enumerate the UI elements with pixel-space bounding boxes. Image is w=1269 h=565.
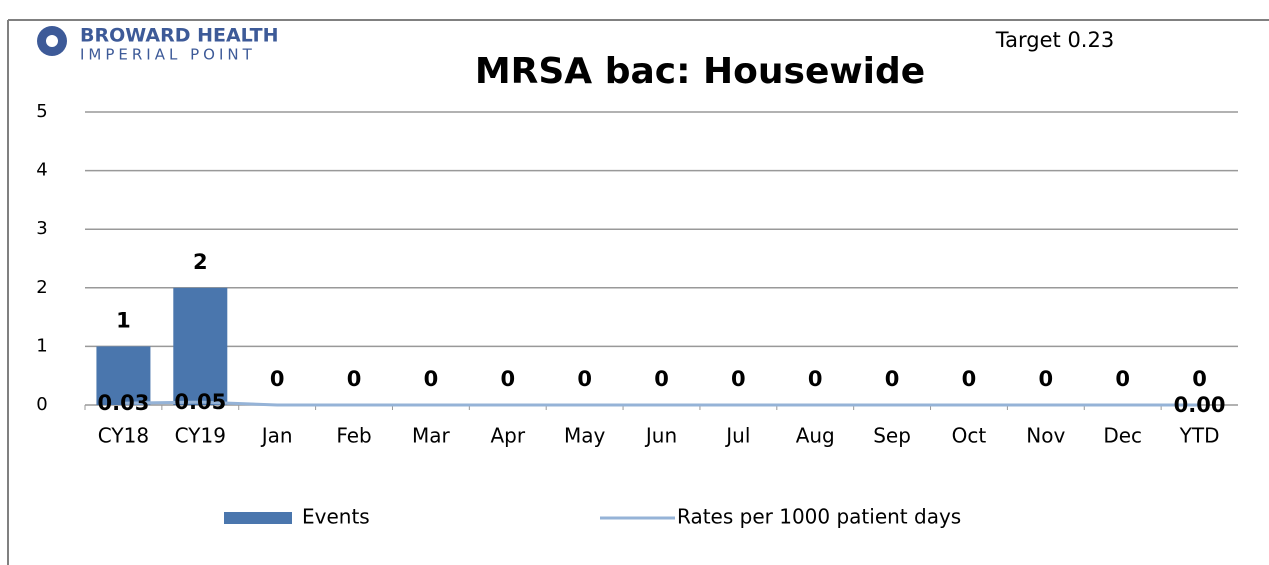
y-tick-label: 4 bbox=[36, 160, 47, 181]
bar-value-label: 0 bbox=[1192, 367, 1207, 391]
x-tick-label: CY19 bbox=[175, 424, 226, 448]
rate-line bbox=[123, 400, 1200, 407]
bar-value-label: 0 bbox=[1039, 367, 1054, 391]
logo-subname: IMPERIAL POINT bbox=[80, 46, 256, 64]
bar-value-label: 0 bbox=[500, 367, 515, 391]
annotation: Target 0.23 bbox=[995, 28, 1114, 52]
bar bbox=[96, 346, 151, 405]
bar-value-label: 0 bbox=[577, 367, 592, 391]
legend-label: Events bbox=[302, 505, 370, 529]
y-tick-label: 5 bbox=[36, 101, 47, 122]
x-tick-label: Jun bbox=[644, 424, 677, 448]
x-tick-label: May bbox=[564, 424, 606, 448]
bar bbox=[173, 287, 228, 405]
x-tick-label: Nov bbox=[1026, 424, 1065, 448]
x-tick-label: YTD bbox=[1179, 424, 1220, 448]
bar-value-label: 0 bbox=[731, 367, 746, 391]
bar-value-label: 0 bbox=[424, 367, 439, 391]
chart-title: MRSA bac: Housewide bbox=[475, 51, 925, 92]
x-tick-label: Feb bbox=[336, 424, 371, 448]
logo-mark-center bbox=[46, 35, 58, 47]
x-tick-label: Aug bbox=[796, 424, 835, 448]
bar-value-label: 2 bbox=[193, 250, 208, 274]
x-tick-label: Mar bbox=[412, 424, 451, 448]
bar-value-label: 1 bbox=[116, 308, 131, 332]
x-tick-label: Jul bbox=[724, 424, 750, 448]
x-tick-label: Sep bbox=[873, 424, 911, 448]
y-tick-label: 1 bbox=[36, 335, 47, 356]
y-tick-label: 0 bbox=[36, 394, 47, 415]
logo-name: BROWARD HEALTH bbox=[80, 25, 279, 47]
x-tick-label: Oct bbox=[952, 424, 987, 448]
x-tick-label: Jan bbox=[260, 424, 293, 448]
x-tick-label: Apr bbox=[490, 424, 525, 448]
bar-value-label: 0 bbox=[270, 367, 285, 391]
y-tick-label: 3 bbox=[36, 218, 47, 239]
logo: BROWARD HEALTH IMPERIAL POINT bbox=[37, 25, 279, 64]
bar-value-label: 0 bbox=[347, 367, 362, 391]
legend-swatch bbox=[224, 512, 292, 524]
bar-value-label: 0 bbox=[885, 367, 900, 391]
legend-label: Rates per 1000 patient days bbox=[677, 505, 961, 529]
line-value-label: 0.00 bbox=[1174, 393, 1226, 417]
line-value-label: 0.03 bbox=[98, 391, 150, 415]
x-tick-label: Dec bbox=[1103, 424, 1142, 448]
bar-value-label: 0 bbox=[1115, 367, 1130, 391]
line-value-label: 0.05 bbox=[174, 390, 226, 414]
bar-value-label: 0 bbox=[962, 367, 977, 391]
x-tick-label: CY18 bbox=[98, 424, 149, 448]
bar-value-label: 0 bbox=[808, 367, 823, 391]
bar-value-label: 0 bbox=[654, 367, 669, 391]
y-tick-label: 2 bbox=[36, 277, 47, 298]
